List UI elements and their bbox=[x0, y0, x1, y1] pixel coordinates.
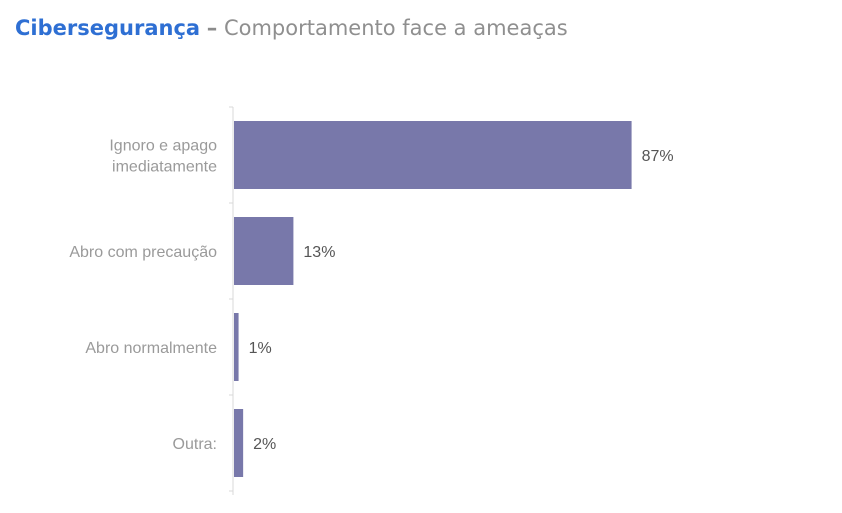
bar bbox=[234, 121, 632, 189]
category-label: Abro normalmente bbox=[85, 340, 217, 357]
category-label: Ignoro e apago bbox=[109, 138, 217, 155]
category-label: imediatamente bbox=[112, 159, 217, 176]
category-label: Outra: bbox=[173, 436, 217, 453]
data-label: 1% bbox=[249, 340, 272, 357]
title-main: Cibersegurança bbox=[15, 16, 201, 40]
title-subtitle: Comportamento face a ameaças bbox=[223, 16, 568, 40]
page-title: Cibersegurança – Comportamento face a am… bbox=[15, 14, 568, 42]
data-label: 13% bbox=[303, 244, 335, 261]
data-label: 87% bbox=[642, 148, 674, 165]
title-separator: – bbox=[206, 16, 218, 40]
bar bbox=[234, 217, 294, 285]
bar bbox=[234, 409, 244, 477]
category-label: Abro com precaução bbox=[69, 244, 217, 261]
data-label: 2% bbox=[253, 436, 276, 453]
bar bbox=[234, 313, 239, 381]
